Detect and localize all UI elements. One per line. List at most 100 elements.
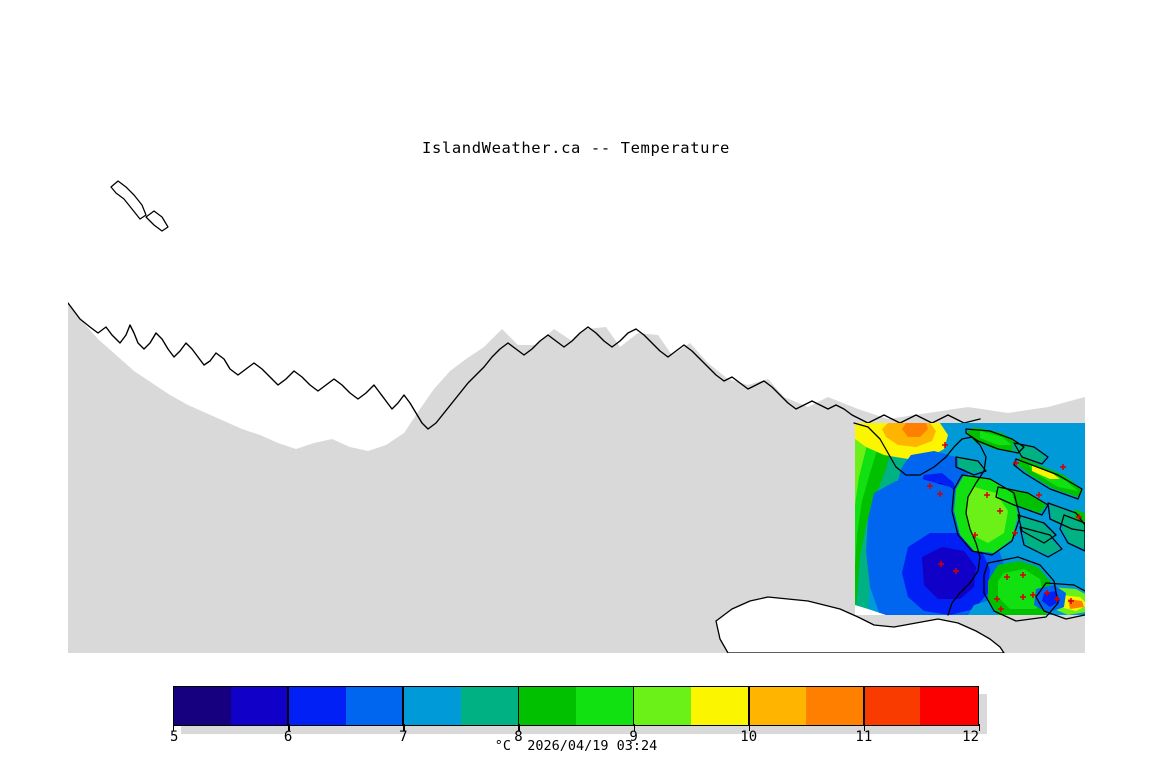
- colorbar-major-separator-8: [517, 686, 520, 726]
- colorbar-band-5[interactable]: [461, 687, 519, 725]
- colorbar-band-11[interactable]: [805, 687, 864, 725]
- coastline-victoria-area: [1035, 582, 1085, 620]
- tick-label: 8: [514, 729, 523, 745]
- station-marker: [1013, 460, 1019, 466]
- coastline-upper-mainland: [68, 157, 1085, 451]
- coastline-galiano-island: [1047, 502, 1085, 532]
- coastline-lasqueti-island: [1013, 442, 1049, 465]
- station-marker: [1060, 464, 1066, 470]
- station-marker: [1054, 596, 1060, 602]
- land-over-analysis: [715, 596, 1005, 653]
- station-marker: [1020, 572, 1026, 578]
- colorbar-strip[interactable]: [173, 686, 979, 726]
- station-markers-group: [927, 442, 1082, 612]
- contour-island-lasqueti: [1012, 443, 1046, 463]
- contour-islands-group: [954, 427, 1085, 615]
- contour-island-hornby: [1032, 465, 1060, 479]
- colorbar-band-13[interactable]: [920, 687, 978, 725]
- station-marker: [953, 568, 959, 574]
- coastline-texada-island: [965, 428, 1025, 454]
- station-marker: [1044, 590, 1050, 596]
- tick-line: [288, 724, 290, 731]
- coastline-outline: [68, 302, 981, 430]
- colorbar-band-4[interactable]: [403, 687, 462, 725]
- coastline-saltspring-island: [951, 474, 1021, 556]
- coastline-se-islets: [1019, 526, 1063, 558]
- station-marker: [938, 561, 944, 567]
- map-canvas[interactable]: [68, 157, 1085, 653]
- tick-line: [748, 724, 751, 731]
- tick-label: 12: [962, 729, 979, 745]
- colorbar-major-separator-9: [632, 686, 635, 726]
- station-marker: [927, 483, 933, 489]
- station-marker: [994, 596, 1000, 602]
- colorbar-band-8[interactable]: [633, 687, 691, 725]
- tick-label: 11: [855, 729, 873, 745]
- colorbar-band-2[interactable]: [288, 687, 347, 725]
- landmass-group: [68, 157, 1085, 451]
- colorbar-band-9[interactable]: [690, 687, 749, 725]
- station-marker: [984, 492, 990, 498]
- coastline-east-island: [853, 422, 987, 616]
- contour-peninsula-saanich-inner: [998, 569, 1044, 609]
- coastline-denman-island: [1013, 458, 1083, 500]
- tick-line: [518, 724, 520, 731]
- colorbar-band-3[interactable]: [346, 687, 404, 725]
- tick-label: 9: [629, 729, 638, 745]
- station-marker: [1030, 592, 1036, 598]
- contour-island-sw-teal: [1062, 517, 1085, 549]
- coastline-gabriola-island: [955, 456, 987, 476]
- coastline-sw-islets: [1059, 514, 1085, 552]
- station-marker: [1004, 574, 1010, 580]
- islet-nw-1: [110, 180, 147, 220]
- tick-line: [173, 724, 175, 731]
- colorbar-band-12[interactable]: [863, 687, 921, 725]
- coastline-strait-group: [853, 422, 1085, 622]
- contour-island-gabriola: [958, 457, 984, 473]
- tick-label: 5: [170, 729, 179, 745]
- colorbar-band-0[interactable]: [174, 687, 232, 725]
- colorbar-major-separator-6: [287, 686, 289, 726]
- colorbar-band-10[interactable]: [748, 687, 806, 725]
- tick-label: 6: [283, 729, 293, 745]
- colorbar-major-separator-10: [747, 686, 750, 726]
- colorbar-major-separator-11: [863, 686, 865, 726]
- coastline-saanich-peninsula: [983, 556, 1059, 622]
- station-marker: [1012, 530, 1018, 536]
- station-marker: [937, 491, 943, 497]
- station-marker: [1068, 598, 1074, 604]
- tick-line: [863, 724, 866, 731]
- coastline-detail-group: [110, 180, 169, 232]
- contour-band-5.5-6.0-central: [922, 547, 976, 599]
- tick-line: [979, 724, 981, 731]
- station-marker: [998, 606, 1004, 612]
- map-panel[interactable]: [68, 157, 1085, 653]
- tick-label: 10: [740, 729, 758, 745]
- coastline-pender-island: [1017, 514, 1057, 544]
- contour-island-texada-inner: [980, 431, 1012, 445]
- station-marker: [997, 508, 1003, 514]
- colorbar-major-separator-7: [402, 686, 405, 726]
- contour-island-saltspring-inner: [966, 487, 1008, 543]
- colorbar-band-6[interactable]: [518, 687, 576, 725]
- tick-line: [633, 724, 635, 731]
- islet-nw-2: [145, 210, 169, 232]
- colorbar-band-1[interactable]: [231, 687, 289, 725]
- colorbar-tick-axis: 5 6 7 8 9 10 11 12: [170, 724, 981, 750]
- coastline-south-island: [715, 596, 1005, 653]
- station-marker: [1020, 594, 1026, 600]
- coastline-valdes-island: [995, 486, 1049, 516]
- colorbar-band-7[interactable]: [575, 687, 634, 725]
- colorbar[interactable]: [173, 686, 987, 734]
- page-title: IslandWeather.ca -- Temperature: [422, 139, 730, 157]
- station-marker: [972, 532, 978, 538]
- colorbar-caption: °C 2026/04/19 03:24: [494, 738, 658, 754]
- station-marker: [942, 442, 948, 448]
- contour-band-11-11.5-warm: [902, 423, 928, 437]
- island-land-mask: [855, 605, 886, 615]
- station-marker: [1076, 514, 1082, 520]
- tick-line: [403, 724, 405, 731]
- station-marker: [1036, 492, 1042, 498]
- tick-label: 7: [399, 729, 408, 745]
